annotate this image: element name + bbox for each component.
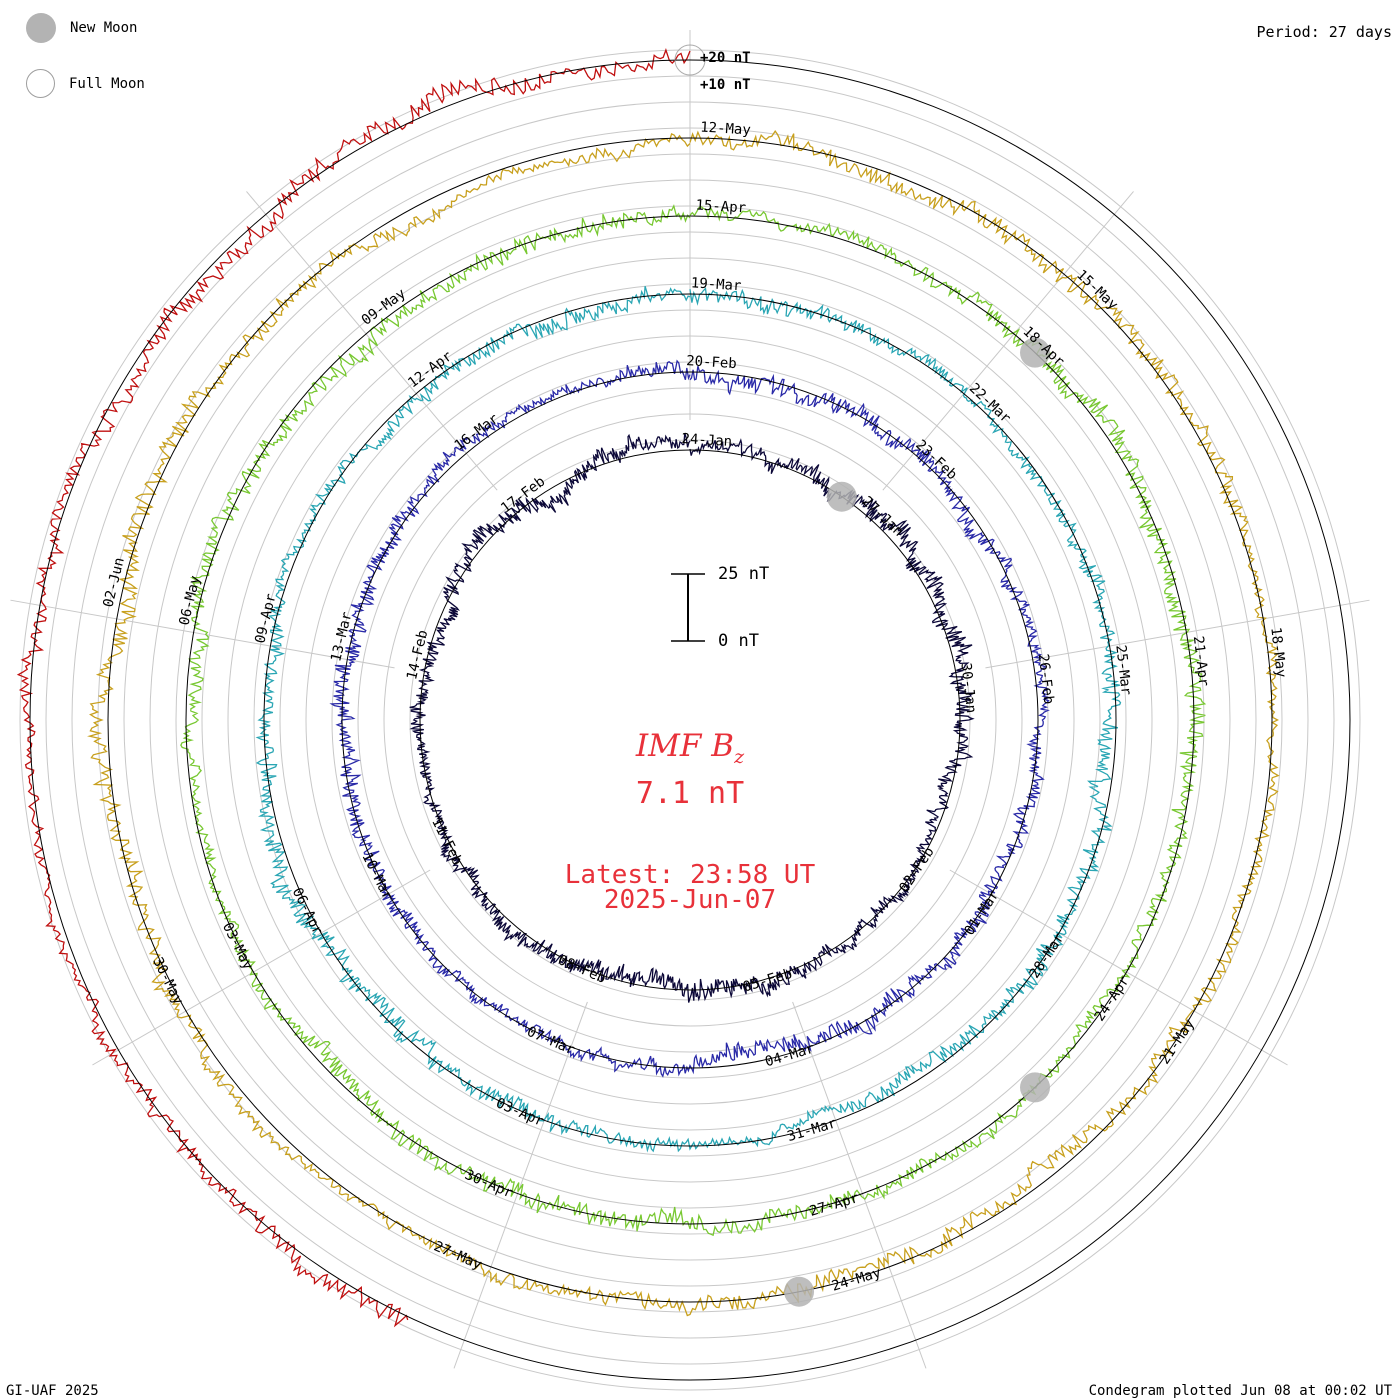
grid-spoke [10,599,395,669]
grid-spoke [92,869,431,1066]
grid-spoke [792,1001,927,1369]
latest-date: 2025-Jun-07 [603,885,777,915]
legend-new-moon: New Moon [26,13,137,43]
bz-trace-feb-mar [329,359,1051,1078]
date-label: 19-Mar [690,275,741,294]
parameter-subscript: z [734,746,745,769]
full-moon-label: Full Moon [69,75,145,92]
date-label: 10-Mar [358,850,395,902]
moon-markers [674,44,1051,1307]
date-label: 30-Jan [957,662,979,714]
bz-trace-apr-may [180,204,1207,1237]
date-label: 23-Feb [912,437,960,483]
current-value: 7.1 nT [635,776,745,811]
date-label: 21-May [1157,1016,1198,1067]
bz-trace-jan-feb [409,432,975,1003]
zero-baseline [107,137,1273,1303]
date-label: 24-Apr [1092,973,1133,1024]
latest-time: Latest: 23:58 UT [564,860,816,890]
new-moon-label: New Moon [70,20,138,36]
new-moon-marker [1020,337,1051,368]
date-label: 06-May [176,574,203,627]
period-label: Period: 27 days [1256,23,1392,41]
grid-ring [357,387,1023,1053]
grid-spoke [453,1001,588,1369]
scale-top-label: 25 nT [718,564,770,584]
legend-full-moon: Full Moon [26,69,145,98]
scale-bottom-label: 0 nT [718,631,759,651]
ring-label-plus20: +20 nT [700,50,751,66]
full-moon-icon [26,69,55,98]
bz-traces [16,48,1280,1328]
date-label: 02-Feb [896,844,937,895]
new-moon-marker [784,1276,815,1307]
date-label: 08-Feb [555,952,608,987]
date-label: 18-May [1267,626,1289,678]
new-moon-marker [1020,1072,1051,1103]
date-label: 15-Apr [695,197,746,216]
parameter-title: IMF Bz [490,728,890,768]
footer-credit: GI-UAF 2025 [6,1383,99,1399]
new-moon-icon [26,13,56,43]
date-label: 21-Apr [1190,635,1212,687]
grid-spoke [985,599,1370,669]
full-moon-marker [674,44,706,76]
bz-trace-may-jun [87,129,1280,1317]
bz-trace-mar-apr [255,286,1122,1153]
new-moon-marker [826,481,857,512]
date-label: 26-Feb [1035,653,1057,705]
date-label: 25-Mar [1112,644,1134,696]
parameter-name: IMF B [635,728,735,764]
angular-spokes [10,30,1370,1369]
grid-spoke [949,869,1288,1066]
date-label: 20-Feb [686,353,737,372]
zero-baseline [29,59,1351,1381]
date-label: 27-Apr [808,1190,861,1220]
date-label: 15-May [1073,267,1121,313]
zero-baseline [263,293,1117,1147]
bz-trace-jun [16,48,691,1328]
zero-baseline [185,215,1195,1225]
date-label: 09-Apr [252,592,279,645]
grid-ring [383,413,997,1027]
grid-spoke [882,191,1134,491]
footer-plotted: Condegram plotted Jun 08 at 00:02 UT [1088,1383,1392,1399]
date-label: 28-Mar [1027,930,1068,981]
ring-label-plus10: +10 nT [700,77,751,93]
zero-baseline [419,449,961,991]
date-label: 02-Jun [101,556,128,609]
date-label: 24-Jan [681,431,732,450]
date-label: 31-Mar [785,1115,838,1145]
date-label: 12-May [700,120,751,139]
zero-baselines [29,59,1351,1381]
zero-baseline [341,371,1039,1069]
